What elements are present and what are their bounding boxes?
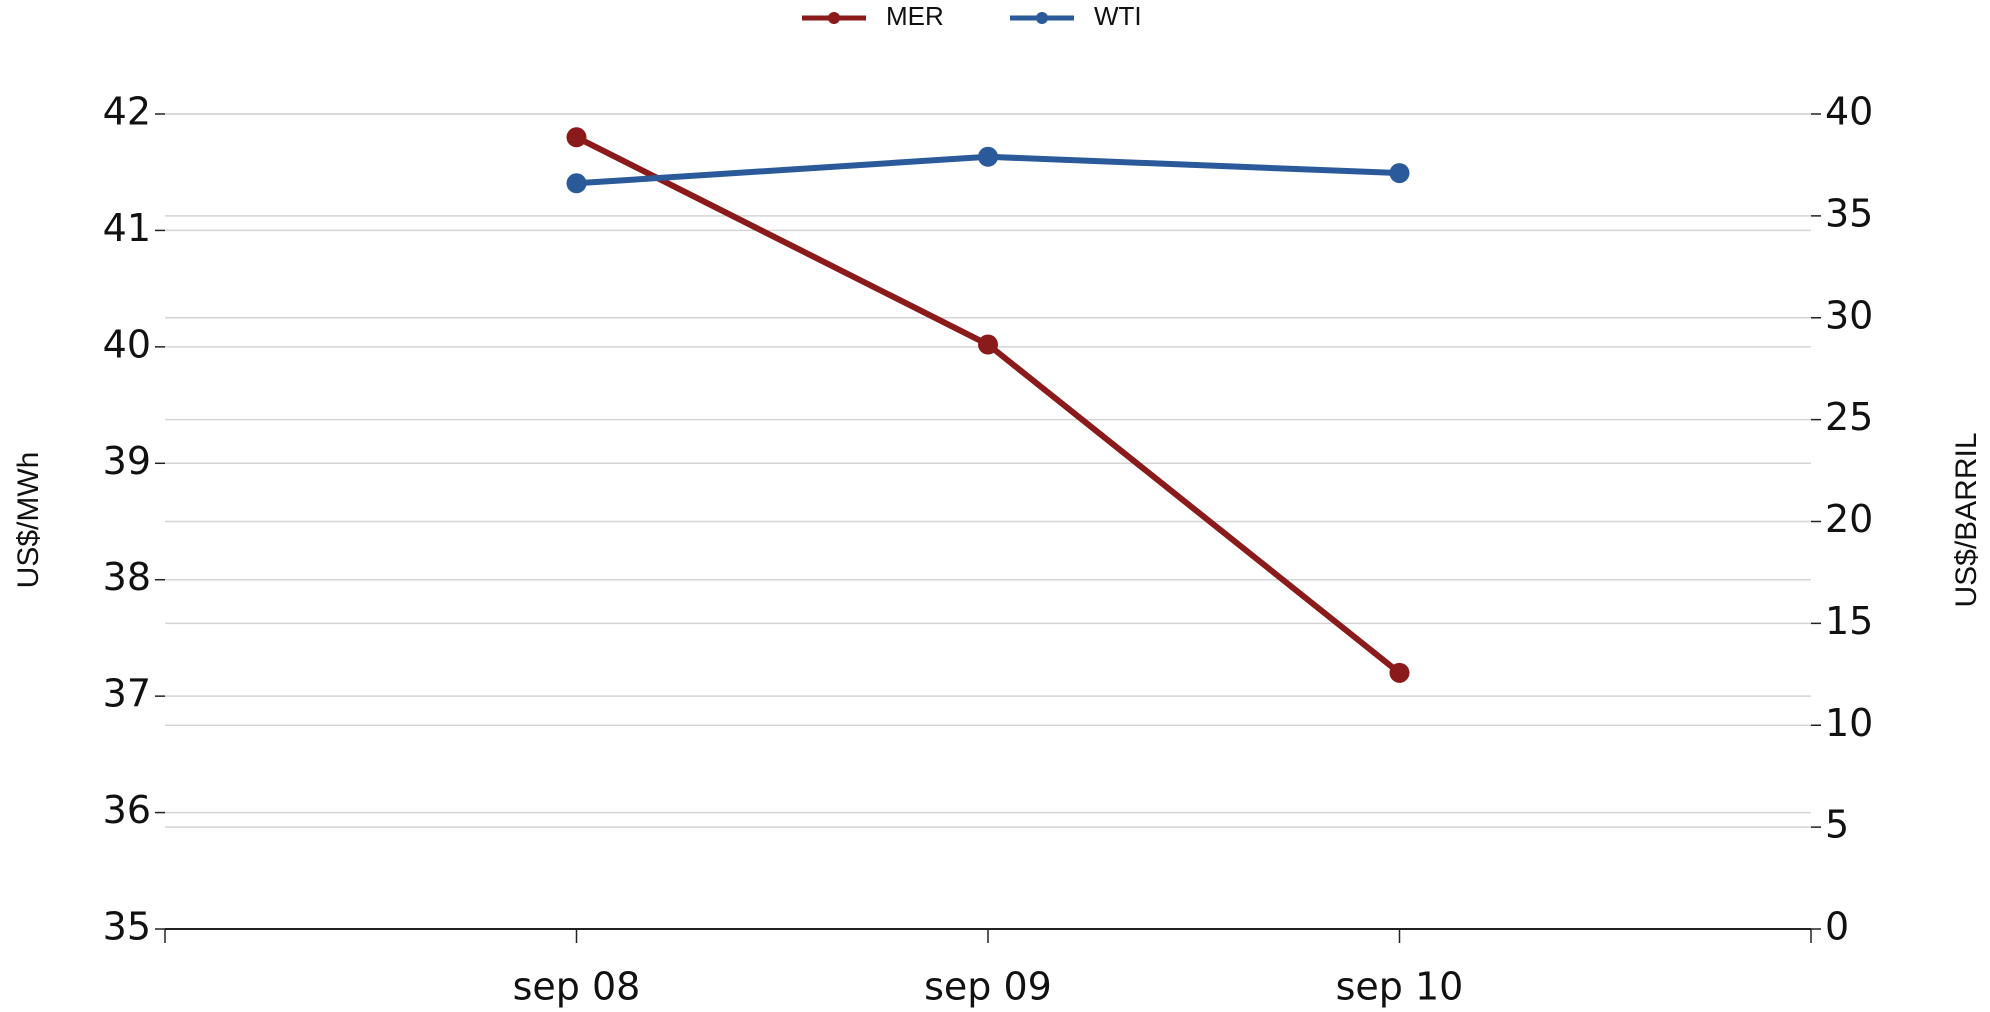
y-tick-label: 36: [103, 788, 151, 832]
x-tick-label: sep 09: [924, 965, 1052, 1009]
y2-tick-label: 30: [1825, 293, 1873, 337]
y-tick-label: 38: [103, 555, 151, 599]
data-point: [978, 146, 998, 167]
y2-tick-label: 40: [1825, 90, 1873, 134]
data-point: [1389, 662, 1410, 683]
x-tick-label: sep 08: [513, 965, 641, 1009]
data-point: [1389, 163, 1410, 184]
y2-tick-label: 15: [1825, 599, 1873, 643]
y-axis-title: US$/MWh: [12, 452, 45, 589]
x-tick-label: sep 10: [1336, 965, 1464, 1009]
y2-tick-label: 5: [1825, 803, 1849, 847]
legend-marker: [1036, 12, 1048, 24]
data-point: [978, 334, 998, 355]
data-point: [566, 127, 587, 148]
y2-axis-title: US$/BARRIL: [1950, 432, 1983, 607]
y2-tick-label: 0: [1825, 905, 1849, 949]
legend-label: WTI: [1094, 1, 1142, 31]
series-line: [575, 134, 1402, 676]
y2-tick-label: 10: [1825, 701, 1873, 745]
y-tick-label: 41: [103, 206, 151, 250]
data-point: [566, 173, 587, 194]
y-tick-label: 37: [103, 672, 151, 716]
y-tick-label: 42: [103, 90, 151, 134]
y-tick-label: 40: [103, 322, 151, 366]
legend-label: MER: [886, 1, 944, 31]
legend-marker: [828, 12, 840, 24]
y-tick-label: 35: [103, 905, 151, 949]
y-tick-label: 39: [103, 439, 151, 483]
y2-tick-label: 25: [1825, 395, 1873, 439]
y2-tick-label: 35: [1825, 191, 1873, 235]
y2-tick-label: 20: [1825, 497, 1873, 541]
